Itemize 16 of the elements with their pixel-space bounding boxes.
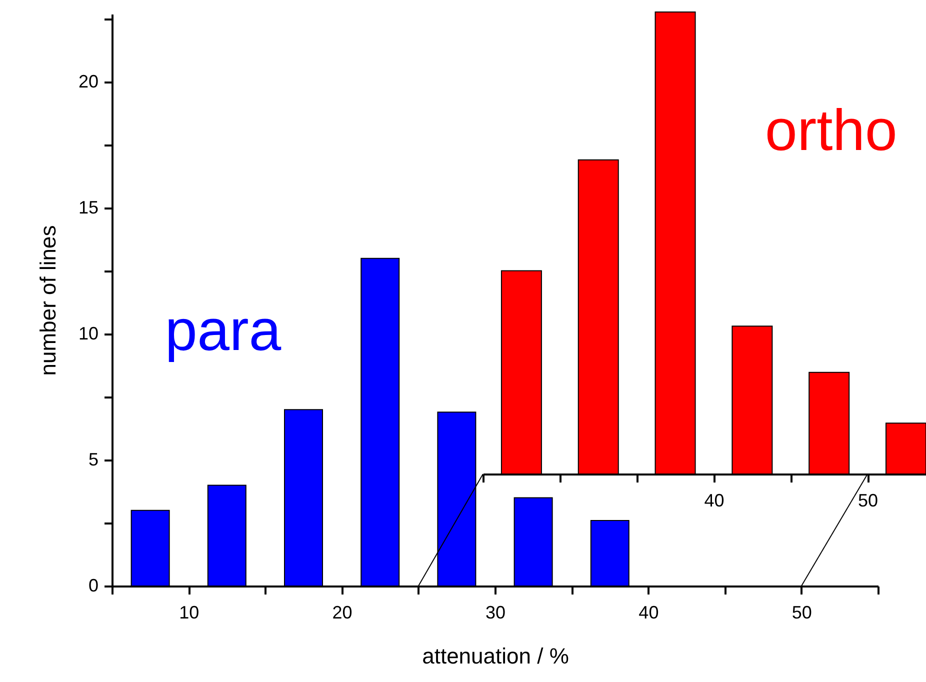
y-tick-label: 15 — [78, 198, 98, 218]
x-tick-label: 50 — [792, 602, 812, 622]
y-axis-title: number of lines — [35, 225, 60, 376]
y-tick-label: 10 — [78, 324, 98, 344]
series-label: ortho — [765, 98, 898, 163]
x-axis-title: attenuation / % — [422, 644, 569, 668]
x-tick-label: 30 — [485, 602, 506, 622]
y-tick-label: 0 — [88, 576, 98, 596]
x-tick-label: 50 — [858, 490, 878, 510]
x-tick-label: 40 — [638, 602, 659, 622]
x-tick-label: 10 — [179, 602, 200, 622]
x-tick-label: 20 — [332, 602, 352, 622]
series-label: para — [165, 298, 282, 363]
y-tick-label: 5 — [88, 450, 98, 470]
y-tick-label: 20 — [78, 72, 98, 92]
x-tick-label: 40 — [704, 490, 724, 510]
